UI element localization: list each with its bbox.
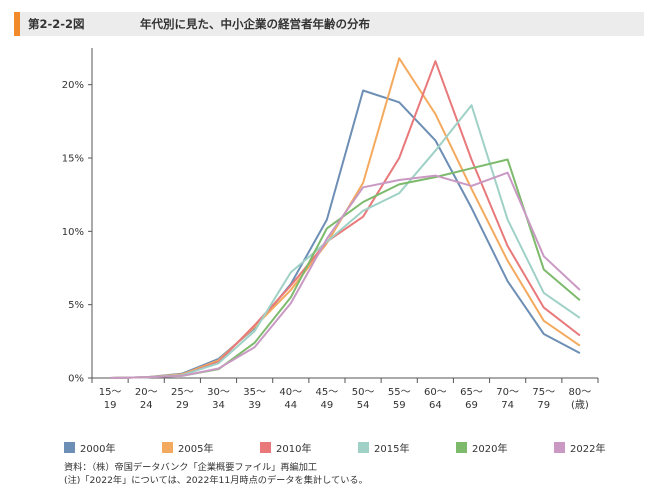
x-tick-label-4-bottom: 39 [248,400,261,411]
legend-swatch-4 [456,441,467,453]
figure-header-bar [14,12,644,36]
x-tick-label-9-top: 60～ [424,387,447,398]
legend-swatch-2 [260,441,271,453]
y-tick-label-0: 0% [68,374,84,385]
x-tick-label-0-top: 15～ [99,387,122,398]
series-line-1 [110,57,581,379]
chart-legend: 2000年 2005年 2010年 2015年 2020年 2022年 [64,440,652,455]
series-line-5 [110,171,581,379]
x-tick-label-10-bottom: 69 [465,400,478,411]
x-tick-label-12-bottom: 79 [537,400,550,411]
legend-item-4: 2020年 [456,440,554,455]
legend-label-5: 2022年 [570,443,606,455]
x-tick-label-7-top: 50～ [352,387,375,398]
x-tick-label-0-bottom: 19 [104,400,117,411]
x-tick-label-8-bottom: 59 [393,400,406,411]
figure-notes: 資料：（株）帝国データバンク「企業概要ファイル」再編加工 (注)「2022年」に… [64,462,368,487]
legend-swatch-5 [554,441,565,453]
x-tick-label-1-bottom: 24 [140,400,153,411]
source-note: 資料：（株）帝国データバンク「企業概要ファイル」再編加工 [64,462,318,473]
figure-title: 年代別に見た、中小企業の経営者年齢の分布 [140,17,370,31]
y-tick-label-3: 15% [62,154,84,165]
x-tick-label-9-bottom: 64 [429,400,442,411]
x-tick-label-8-top: 55～ [388,387,411,398]
x-tick-label-3-top: 30～ [207,387,230,398]
legend-swatch-1 [162,441,173,453]
x-tick-label-13-bottom: (歳) [571,399,589,411]
legend-item-2: 2010年 [260,440,358,455]
y-tick-label-4: 20% [62,80,84,91]
x-tick-label-13-top: 80～ [569,387,592,398]
legend-label-2: 2010年 [276,443,312,455]
x-tick-label-11-top: 70～ [496,387,519,398]
series-line-0 [110,89,581,379]
series-line-2 [110,60,581,379]
legend-item-0: 2000年 [64,440,162,455]
figure-number: 第2-2-2図 [28,17,85,31]
legend-label-0: 2000年 [80,443,116,455]
legend-item-1: 2005年 [162,440,260,455]
legend-label-4: 2020年 [472,443,508,455]
legend-swatch-0 [64,441,75,453]
x-tick-label-2-bottom: 29 [176,400,189,411]
x-tick-label-11-bottom: 74 [501,400,514,411]
x-tick-label-2-top: 25～ [171,387,194,398]
legend-swatch-3 [358,441,369,453]
x-tick-label-6-top: 45～ [316,387,339,398]
y-tick-label-2: 10% [62,227,84,238]
x-tick-label-1-top: 20～ [135,387,158,398]
footnote: (注)「2022年」については、2022年11月時点のデータを集計している。 [64,474,368,486]
x-tick-label-3-bottom: 34 [212,400,225,411]
legend-label-3: 2015年 [374,443,410,455]
x-tick-label-7-bottom: 54 [357,400,370,411]
legend-item-3: 2015年 [358,440,456,455]
x-tick-label-12-top: 75～ [532,387,555,398]
legend-item-5: 2022年 [554,440,652,455]
series-line-3 [110,104,581,379]
x-tick-label-5-bottom: 44 [284,400,297,411]
x-tick-label-6-bottom: 49 [321,400,334,411]
legend-label-1: 2005年 [178,443,214,455]
x-tick-label-5-top: 40～ [279,387,302,398]
series-line-4 [110,158,581,379]
y-tick-label-1: 5% [68,300,84,311]
x-tick-label-4-top: 35～ [243,387,266,398]
figure-header-accent [14,12,20,36]
x-tick-label-10-top: 65～ [460,387,483,398]
